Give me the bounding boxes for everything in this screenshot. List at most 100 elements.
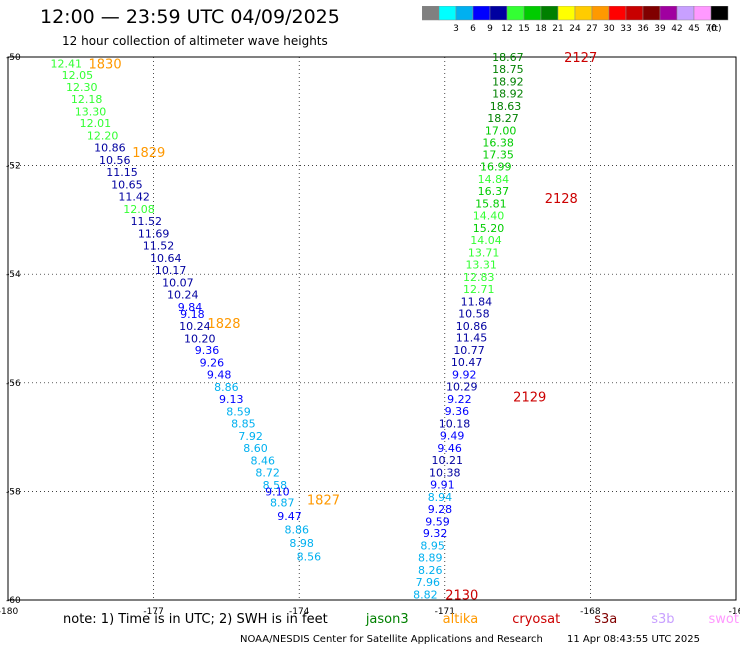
satellite-legend-s3a: s3a — [594, 612, 618, 627]
color-legend: 3 6 9 12 15 18 21 24 27 30 33 36 39 42 45 70(ft) — [422, 6, 729, 34]
legend-unit: (ft) — [708, 24, 722, 34]
swh-label: 10.17 — [155, 264, 187, 277]
swh-label: 8.95 — [420, 540, 445, 553]
swh-label: 16.99 — [480, 161, 512, 174]
swh-label: 16.37 — [478, 185, 510, 198]
x-tick-label: -168 — [580, 607, 601, 617]
swh-label: 10.58 — [458, 307, 490, 320]
swh-label: 7.96 — [416, 576, 441, 589]
swh-label: 12.05 — [62, 69, 94, 82]
swh-label: 13.31 — [465, 258, 497, 271]
satellite-legend-s3b: s3b — [651, 612, 675, 627]
legend-label: 36 — [637, 24, 649, 34]
swh-label: 18.63 — [490, 100, 522, 113]
swh-label: 8.87 — [270, 496, 295, 509]
swh-label: 9.28 — [428, 503, 453, 516]
swh-label: 10.38 — [429, 466, 461, 479]
swh-label: 10.24 — [179, 320, 211, 333]
swh-label: 14.84 — [478, 173, 510, 186]
x-tick-label: -16 — [729, 607, 740, 617]
swh-label: 8.98 — [289, 537, 314, 550]
legend-label: 18 — [535, 24, 547, 34]
plot-frame — [7, 56, 737, 601]
y-tick-label: -52 — [6, 162, 21, 172]
legend-label: 30 — [603, 24, 615, 34]
swh-label: 9.91 — [430, 478, 455, 491]
legend-label: 70 — [705, 24, 717, 34]
swh-label: 8.46 — [251, 454, 276, 467]
swh-label: 8.56 — [297, 551, 322, 564]
swh-label: 10.18 — [439, 418, 471, 431]
swh-label: 11.84 — [461, 295, 493, 308]
legend-label: 12 — [501, 24, 512, 34]
swh-label: 12.41 — [50, 58, 82, 71]
swh-label: 9.26 — [200, 357, 225, 370]
swh-label: 9.92 — [452, 369, 477, 382]
legend-label: 42 — [671, 24, 682, 34]
swh-label: 11.15 — [106, 166, 138, 179]
swh-label: 17.35 — [482, 149, 514, 162]
satellite-legend-jason3: jason3 — [365, 612, 409, 627]
swh-label: 12.30 — [66, 81, 98, 94]
legend-label: 33 — [620, 24, 631, 34]
swh-label: 9.18 — [180, 308, 205, 321]
swh-label: 7.92 — [238, 430, 263, 443]
pass-time-label: 2129 — [513, 390, 546, 405]
swh-label: 9.22 — [447, 393, 472, 406]
swh-label: 9.48 — [207, 369, 232, 382]
swh-label: 10.24 — [167, 288, 199, 301]
y-tick-label: -56 — [6, 379, 21, 389]
swh-label: 15.20 — [473, 222, 505, 235]
swh-label: 14.04 — [470, 234, 502, 247]
swh-label: 8.86 — [214, 381, 239, 394]
legend-label: 45 — [688, 24, 699, 34]
credits-text: NOAA/NESDIS Center for Satellite Applica… — [240, 634, 543, 645]
swh-label: 9.36 — [195, 344, 220, 357]
y-tick-label: -58 — [6, 487, 21, 497]
swh-label: 12.08 — [123, 203, 155, 216]
swh-label: 11.52 — [143, 239, 175, 252]
satellite-legend-altika: altika — [442, 612, 479, 627]
pass-time-label: 2128 — [545, 192, 578, 207]
swh-label: 10.86 — [94, 142, 126, 155]
swh-label: 10.64 — [150, 252, 182, 265]
legend-label: 21 — [552, 24, 563, 34]
y-tick-label: -54 — [6, 270, 21, 280]
swh-label: 8.26 — [418, 564, 443, 577]
swh-label: 10.86 — [456, 320, 488, 333]
swh-label: 10.07 — [162, 276, 194, 289]
chart-title: 12:00 — 23:59 UTC 04/09/2025 — [40, 6, 340, 28]
swh-label: 12.71 — [463, 283, 495, 296]
x-tick-label: -171 — [435, 607, 455, 617]
swh-label: 11.52 — [131, 215, 163, 228]
swh-label: 9.13 — [219, 393, 244, 406]
swh-label: 12.01 — [80, 117, 112, 130]
legend-label: 3 — [453, 24, 459, 34]
swh-label: 12.83 — [463, 271, 495, 284]
swh-label: 10.20 — [184, 332, 216, 345]
legend-swatch — [710, 6, 729, 21]
swh-label: 8.85 — [231, 418, 256, 431]
swh-label: 15.81 — [475, 198, 507, 211]
pass-time-label: 2127 — [564, 51, 597, 66]
y-tick-label: -50 — [6, 53, 21, 63]
footer-note-row: note: 1) Time is in UTC; 2) SWH is in fe… — [63, 612, 739, 627]
swh-label: 11.45 — [456, 332, 488, 345]
swh-label: 9.46 — [437, 442, 462, 455]
swh-label: 17.00 — [485, 124, 517, 137]
swh-label: 18.27 — [487, 112, 519, 125]
legend-label: 39 — [654, 24, 666, 34]
swh-label: 11.42 — [118, 191, 150, 204]
pass-time-label: 1830 — [89, 58, 122, 73]
swh-label: 10.29 — [446, 381, 478, 394]
swh-label: 9.47 — [277, 510, 302, 523]
swh-label: 18.92 — [492, 75, 524, 88]
swh-label: 18.67 — [492, 51, 524, 64]
chart-subtitle: 12 hour collection of altimeter wave hei… — [62, 34, 328, 48]
swh-label: 9.49 — [440, 429, 465, 442]
swh-label: 13.71 — [468, 246, 500, 259]
swh-label: 11.69 — [138, 227, 170, 240]
swh-label: 13.30 — [75, 105, 107, 118]
swh-label: 10.21 — [431, 454, 463, 467]
footer-note: note: 1) Time is in UTC; 2) SWH is in fe… — [63, 612, 328, 627]
